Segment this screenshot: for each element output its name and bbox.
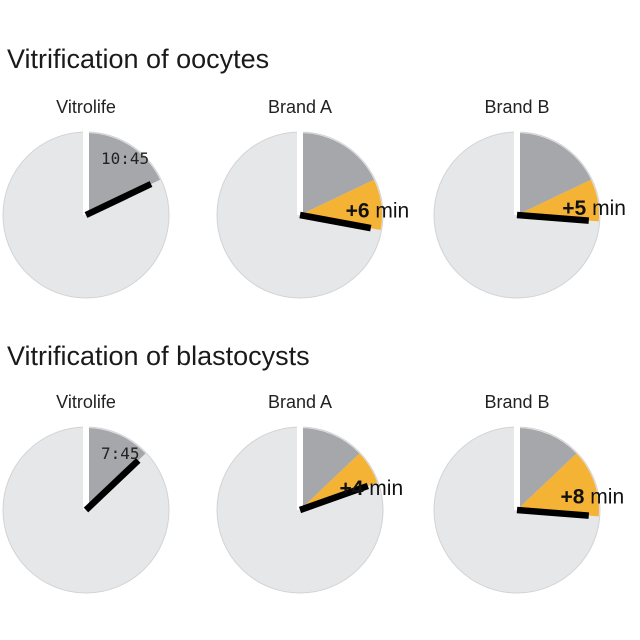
clock-label: Vitrolife [56,97,116,117]
base-time-slice [86,428,146,510]
clock-brand-a: Brand A +4 min [216,392,404,594]
extra-time-slice [517,179,600,222]
base-time-slice [517,133,592,215]
clock-hand [298,482,369,514]
base-time-slice [300,428,360,510]
section-title: Vitrification of oocytes [7,44,269,74]
clock-hand [516,211,590,224]
clock-brand-b: Brand B +8 min [433,392,625,594]
clock-label: Brand A [268,97,332,117]
clock-vitrolife: Vitrolife 10:45 [2,97,170,299]
clock-hand [84,181,153,218]
clock-label: Brand A [268,392,332,412]
clock-brand-a: Brand A +6 min [216,97,410,299]
section-1: Vitrification of oocytes Vitrolife 10:45 Br… [2,44,626,299]
extra-time-label: +8 min [561,485,625,508]
clock-label: Brand B [484,97,549,117]
clock-brand-b: Brand B +5 min [433,97,626,299]
extra-time-label: +5 min [562,197,626,220]
clock-hand [299,211,372,232]
time-label: 10:45 [101,149,149,168]
section-2: Vitrification of blastocysts Vitrolife 7:4… [2,341,625,594]
extra-time-slice [300,453,378,510]
clock-vitrolife: Vitrolife 7:45 [2,392,170,594]
clock-hand [83,458,141,513]
extra-time-slice [517,453,600,517]
clock-label: Brand B [484,392,549,412]
base-time-slice [300,133,375,215]
section-title: Vitrification of blastocysts [7,341,310,371]
base-time-slice [86,133,161,215]
extra-time-label: +4 min [340,477,404,500]
extra-time-label: +6 min [346,199,410,222]
base-time-slice [517,428,577,510]
clock-hand [516,506,590,519]
time-label: 7:45 [101,444,140,463]
clock-label: Vitrolife [56,392,116,412]
